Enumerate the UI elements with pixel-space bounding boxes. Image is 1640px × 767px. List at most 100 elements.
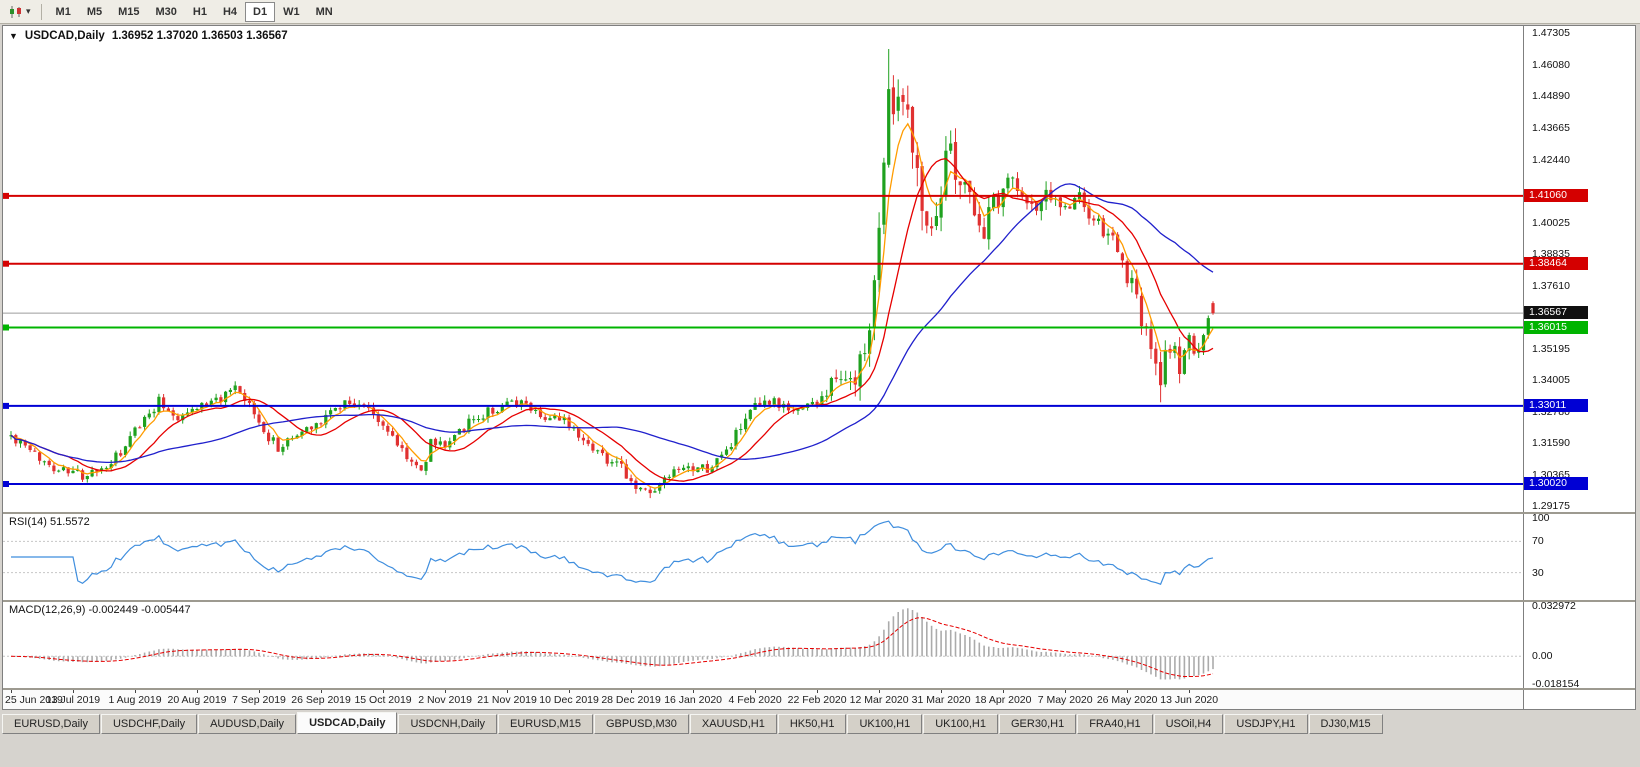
timeframe-button-h4[interactable]: H4	[222, 5, 238, 18]
time-axis-label: 4 Feb 2020	[728, 694, 782, 706]
time-axis-label: 13 Jun 2020	[1160, 694, 1219, 706]
macd-scale-label: -0.018154	[1532, 678, 1580, 690]
panel-splitter[interactable]	[3, 512, 1635, 514]
timeframe-button-h1[interactable]: H1	[192, 5, 207, 18]
chart-tab-xauusd-h1[interactable]: XAUUSD,H1	[689, 714, 777, 734]
chart-tab-usoil-h4[interactable]: USOil,H4	[1153, 714, 1224, 734]
price-tick-label: 1.46080	[1532, 58, 1570, 71]
timeframe-button-d1[interactable]: D1	[245, 1, 276, 22]
price-tick-label: 1.47305	[1532, 27, 1570, 39]
time-axis-label: 31 Mar 2020	[911, 694, 971, 706]
macd-indicator-chart[interactable]	[3, 602, 1523, 688]
time-tick	[383, 690, 385, 693]
time-tick	[755, 690, 757, 693]
time-tick	[507, 690, 509, 693]
price-tick-label: 1.37610	[1532, 279, 1570, 292]
time-axis-label: 20 Aug 2019	[167, 694, 227, 706]
chart-title: ▼ USDCAD,Daily 1.36952 1.37020 1.36503 1…	[9, 30, 288, 42]
macd-scale-label: 0.00	[1532, 650, 1553, 663]
chart-symbol-label: USDCAD,Daily	[24, 30, 105, 42]
resistance-price-badge: 1.41060	[1524, 188, 1588, 202]
time-axis-label: 21 Nov 2019	[477, 694, 537, 706]
chart-tab-dj30-m15[interactable]: DJ30,M15	[1308, 714, 1383, 734]
chevron-down-icon: ▾	[26, 6, 31, 16]
price-tick-label: 1.31590	[1532, 436, 1570, 449]
price-tick-label: 1.34005	[1532, 373, 1570, 386]
chart-tab-fra40-h1[interactable]: FRA40,H1	[1077, 714, 1153, 734]
chart-window: ▼ USDCAD,Daily 1.36952 1.37020 1.36503 1…	[2, 25, 1636, 710]
rsi-scale-label: 70	[1532, 535, 1544, 548]
time-axis-label: 2 Nov 2019	[418, 694, 472, 706]
axis-separator	[3, 688, 1635, 690]
time-tick	[321, 690, 323, 693]
time-axis-label: 7 Sep 2019	[232, 694, 286, 706]
price-scale[interactable]: 1.47305 1.46080 1.44890 1.43665 1.42440 1.400…	[1523, 26, 1635, 709]
price-tick-label: 1.35195	[1532, 342, 1570, 355]
time-tick	[817, 690, 819, 693]
chart-tab-audusd-daily[interactable]: AUDUSD,Daily	[198, 714, 297, 734]
plot-area[interactable]: ▼ USDCAD,Daily 1.36952 1.37020 1.36503 1…	[3, 26, 1523, 709]
chart-tab-ger30-h1[interactable]: GER30,H1	[999, 714, 1077, 734]
time-axis-label: 7 May 2020	[1037, 694, 1093, 706]
price-tick-label: 1.43665	[1532, 121, 1570, 134]
symbol-dropdown-icon[interactable]: ▼	[9, 31, 18, 41]
chart-tab-usdcad-daily[interactable]: USDCAD,Daily	[297, 712, 398, 734]
timeframe-button-m15[interactable]: M15	[118, 5, 140, 18]
support-price-badge: 1.36015	[1524, 320, 1588, 334]
macd-label: MACD(12,26,9) -0.002449 -0.005447	[9, 604, 191, 616]
time-tick	[1189, 690, 1191, 693]
timeframe-buttons: M1 M5 M15 M30 H1 H4 D1 W1 MN	[48, 1, 341, 22]
time-tick	[1003, 690, 1005, 693]
time-axis-label: 26 May 2020	[1096, 694, 1158, 706]
current-price-badge: 1.36567	[1524, 306, 1588, 320]
time-axis-label: 25 Jun 2019	[5, 694, 63, 706]
time-axis[interactable]: 25 Jun 2019 13 Jul 2019 1 Aug 2019 20 Aug 2…	[3, 690, 1523, 709]
time-axis-label: 15 Oct 2019	[354, 694, 412, 706]
time-tick	[259, 690, 261, 693]
price-tick-label: 1.40025	[1532, 216, 1570, 229]
time-axis-label: 28 Dec 2019	[601, 694, 661, 706]
chart-tab-uk100-h1[interactable]: UK100,H1	[923, 714, 998, 734]
time-axis-label: 16 Jan 2020	[664, 694, 723, 706]
price-tick-label: 1.42440	[1532, 153, 1570, 166]
time-tick	[73, 690, 74, 693]
time-axis-label: 26 Sep 2019	[291, 694, 351, 706]
time-tick	[941, 690, 943, 693]
chart-ohlc-values: 1.36952 1.37020 1.36503 1.36567	[111, 30, 288, 42]
chart-tab-usdjpy-h1[interactable]: USDJPY,H1	[1224, 714, 1308, 734]
time-axis-label: 13 Jul 2019	[45, 694, 101, 706]
timeframe-button-m30[interactable]: M30	[155, 5, 177, 18]
rsi-scale-label: 30	[1532, 566, 1544, 579]
chart-tab-eurusd-daily[interactable]: EURUSD,Daily	[2, 714, 100, 734]
chart-tab-uk100-h1[interactable]: UK100,H1	[847, 714, 923, 734]
rsi-label: RSI(14) 51.5572	[9, 516, 90, 528]
candlestick-chart[interactable]	[3, 26, 1523, 512]
support-price-badge: 1.30020	[1524, 476, 1588, 490]
timeframe-button-m1[interactable]: M1	[55, 5, 71, 18]
support-price-badge: 1.33011	[1524, 398, 1588, 412]
timeframe-button-m5[interactable]: M5	[86, 5, 103, 18]
time-tick	[879, 690, 881, 693]
chart-tab-hk50-h1[interactable]: HK50,H1	[777, 714, 847, 734]
price-tick-label: 1.44890	[1532, 90, 1570, 102]
chart-tab-gbpusd-m30[interactable]: GBPUSD,M30	[593, 714, 689, 734]
panel-splitter[interactable]	[3, 600, 1635, 602]
time-tick	[445, 690, 447, 693]
timeframe-button-mn[interactable]: MN	[315, 5, 333, 18]
time-tick	[1065, 690, 1067, 693]
time-tick	[1127, 690, 1129, 693]
rsi-indicator-chart[interactable]	[3, 514, 1523, 600]
macd-scale-label: 0.032972	[1532, 600, 1576, 612]
chart-type-button[interactable]: ▾	[4, 4, 35, 20]
candlestick-chart-icon	[10, 5, 21, 18]
chart-tab-usdcnh-daily[interactable]: USDCNH,Daily	[398, 714, 498, 734]
time-tick	[197, 690, 199, 693]
chart-tab-usdchf-daily[interactable]: USDCHF,Daily	[100, 714, 198, 734]
rsi-scale-label: 100	[1532, 512, 1550, 524]
time-axis-label: 12 Mar 2020	[849, 694, 909, 706]
timeframe-button-w1[interactable]: W1	[283, 5, 300, 18]
time-tick	[11, 690, 12, 693]
time-tick	[135, 690, 137, 693]
chart-tab-eurusd-m15[interactable]: EURUSD,M15	[498, 714, 593, 734]
time-tick	[569, 690, 571, 693]
